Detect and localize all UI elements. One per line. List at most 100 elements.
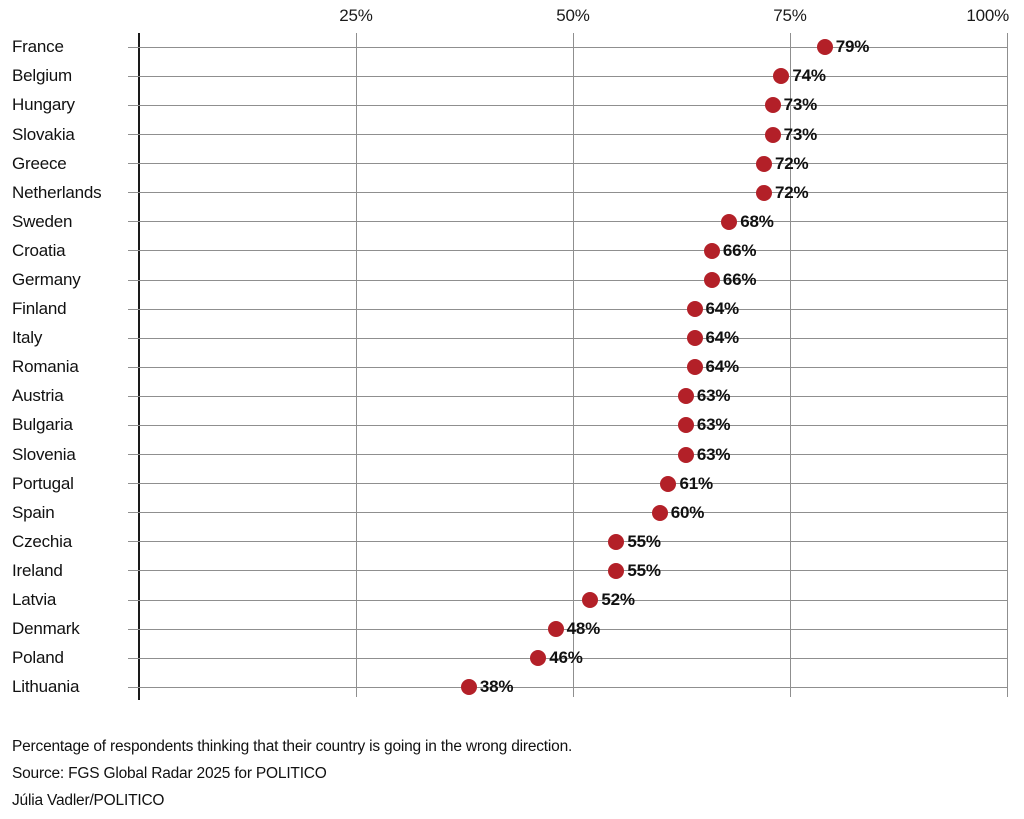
x-axis-tick-label: 25% xyxy=(339,6,373,25)
row-gridline xyxy=(128,46,1007,48)
category-label: Latvia xyxy=(12,590,57,609)
value-label: 63% xyxy=(696,444,731,464)
data-point-dot xyxy=(530,650,547,667)
row-gridline xyxy=(128,454,1007,456)
row-gridline xyxy=(128,570,1007,572)
data-point-dot xyxy=(686,359,703,376)
category-label: Hungary xyxy=(12,95,75,115)
data-point-dot xyxy=(721,213,738,230)
category-label: Croatia xyxy=(12,240,66,260)
data-point-dot xyxy=(764,126,781,143)
row-gridline xyxy=(128,104,1007,106)
value-label: 46% xyxy=(549,648,583,668)
row-gridline xyxy=(128,221,1007,223)
row-gridline xyxy=(128,395,1007,397)
value-label: 64% xyxy=(705,299,740,319)
data-point-dot xyxy=(773,68,790,85)
chart-credit: Júlia Vadler/POLITICO xyxy=(12,792,165,809)
data-point-dot xyxy=(608,533,625,550)
data-point-dot xyxy=(686,330,703,347)
vertical-gridline xyxy=(572,33,574,697)
data-point-dot xyxy=(677,417,694,434)
x-axis-tick-label: 100% xyxy=(966,6,1009,25)
category-label: Romania xyxy=(12,357,79,377)
row-gridline xyxy=(128,337,1007,339)
category-label: Greece xyxy=(12,153,67,173)
category-label: Bulgaria xyxy=(12,415,73,435)
category-label: France xyxy=(12,37,64,57)
value-label: 61% xyxy=(679,473,713,493)
vertical-gridline xyxy=(1006,33,1008,697)
category-label: Poland xyxy=(12,648,64,668)
data-point-dot xyxy=(755,155,772,172)
data-point-dot xyxy=(608,562,625,579)
value-label: 60% xyxy=(670,502,705,522)
value-label: 55% xyxy=(627,531,661,551)
value-label: 72% xyxy=(774,182,809,202)
value-label: 79% xyxy=(835,37,870,57)
row-gridline xyxy=(128,75,1007,77)
data-point-dot xyxy=(755,184,772,201)
value-label: 66% xyxy=(722,270,757,290)
category-label: Belgium xyxy=(12,66,73,86)
data-point-dot xyxy=(582,592,599,608)
category-label: Austria xyxy=(12,386,64,406)
row-gridline xyxy=(128,599,1007,601)
row-gridline xyxy=(128,541,1007,543)
category-label: Lithuania xyxy=(12,677,80,697)
y-axis-line xyxy=(138,33,140,700)
data-point-dot xyxy=(660,475,677,492)
chart-footer: Percentage of respondents thinking that … xyxy=(12,733,572,814)
data-point-dot xyxy=(686,301,703,318)
category-label: Denmark xyxy=(12,619,80,639)
row-gridline xyxy=(128,686,1007,688)
value-label: 63% xyxy=(696,415,731,435)
data-point-dot xyxy=(547,621,564,638)
category-label: Slovakia xyxy=(12,124,75,144)
row-gridline xyxy=(128,279,1007,281)
x-axis-tick-label: 75% xyxy=(773,6,807,25)
data-point-dot xyxy=(460,679,477,696)
row-gridline xyxy=(128,628,1007,630)
chart-source: Source: FGS Global Radar 2025 for POLITI… xyxy=(12,765,327,782)
value-label: 64% xyxy=(705,328,740,348)
row-gridline xyxy=(128,424,1007,426)
category-label: Czechia xyxy=(12,531,73,551)
value-label: 72% xyxy=(774,153,809,173)
row-gridline xyxy=(128,192,1007,194)
value-label: 64% xyxy=(705,357,740,377)
category-label: Ireland xyxy=(12,560,63,580)
value-label: 66% xyxy=(722,240,757,260)
row-gridline xyxy=(128,366,1007,368)
value-label: 63% xyxy=(696,386,731,406)
category-label: Slovenia xyxy=(12,444,76,464)
data-point-dot xyxy=(677,388,694,405)
category-label: Italy xyxy=(12,328,43,348)
value-label: 68% xyxy=(740,211,774,231)
chart-note: Percentage of respondents thinking that … xyxy=(12,738,573,755)
value-label: 73% xyxy=(783,95,818,115)
row-gridline xyxy=(128,163,1007,165)
category-label: Finland xyxy=(12,299,67,319)
category-label: Sweden xyxy=(12,211,73,231)
value-label: 73% xyxy=(783,124,818,144)
value-label: 38% xyxy=(479,677,514,697)
row-gridline xyxy=(128,657,1007,659)
data-point-dot xyxy=(651,504,668,521)
data-point-dot xyxy=(703,272,720,289)
row-gridline xyxy=(128,308,1007,310)
vertical-gridline xyxy=(355,33,357,697)
value-label: 55% xyxy=(627,560,661,580)
value-label: 52% xyxy=(601,590,635,609)
data-point-dot xyxy=(677,446,694,463)
data-point-dot xyxy=(764,97,781,114)
vertical-gridline xyxy=(789,33,791,697)
category-label: Portugal xyxy=(12,473,74,493)
value-label: 74% xyxy=(792,66,826,86)
data-point-dot xyxy=(703,242,720,259)
row-gridline xyxy=(128,512,1007,514)
row-gridline xyxy=(128,250,1007,252)
data-point-dot xyxy=(816,39,833,56)
